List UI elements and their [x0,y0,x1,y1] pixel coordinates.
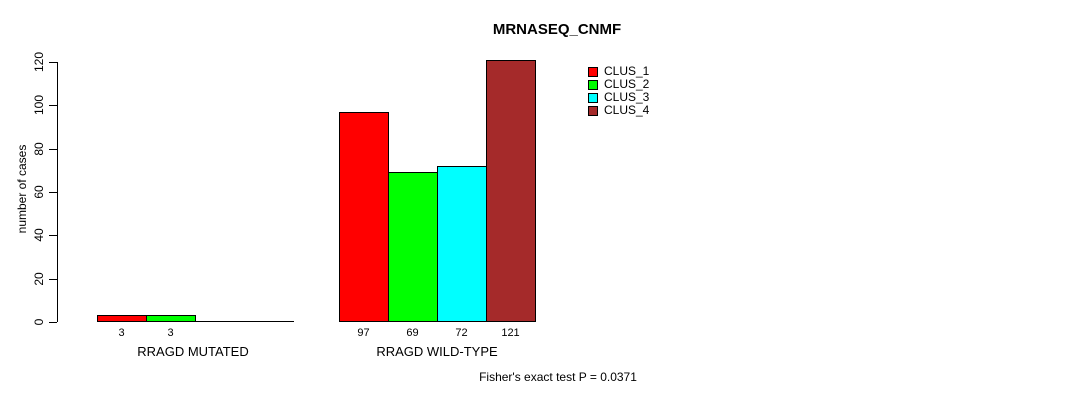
y-tick-mark [49,62,57,63]
y-tick-label: 60 [32,185,46,199]
bar-clus_2 [146,315,196,322]
bar-clus_4 [486,60,536,322]
x-category-label: RRAGD MUTATED [137,344,249,359]
legend-swatch-icon [588,92,598,103]
p-value-annotation: Fisher's exact test P = 0.0371 [479,370,637,384]
bar-clus_3-zero [195,321,245,322]
y-tick-label: 0 [32,318,46,326]
legend-item-clus_4: CLUS_4 [588,104,649,117]
bar-clus_2 [388,172,438,322]
y-tick-mark [49,149,57,150]
bar-value-label: 69 [406,327,419,339]
legend-swatch-icon [588,79,598,90]
legend: CLUS_1 CLUS_2 CLUS_3 CLUS_4 [588,65,649,117]
legend-item-clus_2: CLUS_2 [588,78,649,91]
y-tick-label: 80 [32,142,46,156]
y-tick-mark [49,192,57,193]
y-tick-label: 40 [32,228,46,242]
y-tick-mark [49,279,57,280]
legend-label: CLUS_4 [604,103,650,117]
legend-item-clus_3: CLUS_3 [588,91,649,104]
bar-value-label: 3 [118,327,125,339]
y-tick-mark [49,105,57,106]
legend-item-clus_1: CLUS_1 [588,65,649,78]
legend-label: CLUS_2 [604,77,650,91]
y-tick-mark [49,322,57,323]
bar-value-label: 97 [357,327,370,339]
legend-label: CLUS_1 [604,64,650,78]
chart-title: MRNASEQ_CNMF [492,21,622,38]
x-category-label: RRAGD WILD-TYPE [376,344,498,359]
y-axis-label: number of cases [15,144,29,234]
y-tick-label: 20 [32,272,46,286]
bar-clus_4-zero [244,321,294,322]
y-tick-mark [49,235,57,236]
bar-clus_1 [97,315,147,322]
bar-value-label: 72 [455,327,468,339]
bar-value-label: 121 [501,327,520,339]
bar-clus_1 [339,112,389,322]
bar-clus_3 [437,166,487,322]
legend-swatch-icon [588,66,598,77]
bar-value-label: 3 [167,327,174,339]
y-tick-label: 120 [32,51,46,73]
y-axis-line [57,62,58,322]
legend-label: CLUS_3 [604,90,650,104]
legend-swatch-icon [588,105,598,116]
y-tick-label: 100 [32,94,46,116]
